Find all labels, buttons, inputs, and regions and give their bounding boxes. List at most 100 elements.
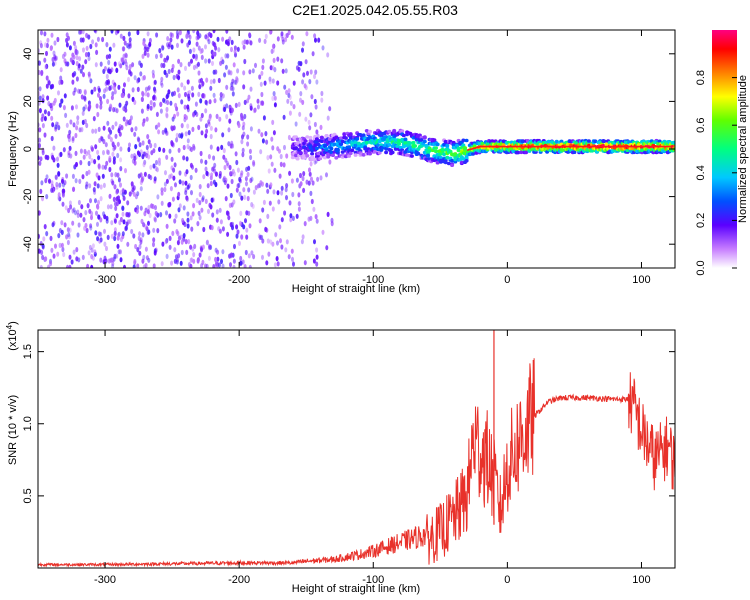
noise-cell	[179, 260, 183, 266]
noise-cell	[283, 144, 286, 151]
noise-cell	[251, 68, 255, 74]
noise-cell	[81, 174, 85, 180]
noise-cell	[45, 174, 49, 180]
noise-cell	[287, 134, 291, 141]
noise-cell	[56, 251, 60, 257]
noise-cell	[119, 182, 122, 188]
noise-cell	[307, 119, 311, 125]
noise-cell	[309, 112, 313, 118]
noise-cell	[147, 85, 151, 91]
noise-cell	[299, 61, 303, 67]
noise-cell	[303, 221, 307, 227]
noise-cell	[133, 160, 137, 166]
noise-cell	[207, 255, 211, 261]
colorbar-label: Normalized spectral amplitude	[737, 75, 749, 223]
noise-cell	[328, 106, 332, 112]
noise-cell	[91, 128, 95, 134]
ridge-cell	[393, 147, 398, 151]
noise-cell	[161, 241, 165, 247]
noise-cell	[314, 37, 317, 43]
noise-cell	[53, 54, 57, 60]
noise-cell	[186, 211, 190, 217]
noise-cell	[72, 186, 76, 192]
noise-cell	[153, 79, 157, 85]
noise-cell	[116, 243, 120, 249]
noise-cell	[147, 139, 151, 145]
noise-cell	[279, 238, 282, 244]
noise-cell	[257, 183, 260, 189]
noise-cell	[67, 152, 71, 159]
noise-cell	[187, 93, 190, 99]
noise-cell	[189, 215, 193, 221]
noise-cell	[292, 261, 295, 267]
noise-cell	[185, 249, 189, 255]
noise-cell	[111, 261, 115, 267]
noise-cell	[119, 166, 123, 172]
noise-cell	[136, 204, 140, 211]
noise-cell	[240, 112, 243, 118]
noise-cell	[304, 85, 308, 91]
noise-cell	[111, 180, 115, 186]
noise-cell	[110, 233, 114, 239]
noise-cell	[268, 200, 272, 206]
noise-cell	[165, 253, 169, 259]
noise-cell	[106, 120, 110, 126]
noise-cell	[46, 155, 50, 161]
noise-cell	[217, 77, 221, 84]
noise-cell	[240, 195, 244, 201]
ridge-cell	[419, 138, 424, 142]
noise-cell	[200, 263, 204, 268]
noise-cell	[127, 31, 131, 37]
colorbar-tick-label: 0.6	[695, 118, 707, 133]
noise-cell	[43, 224, 47, 230]
noise-cell	[312, 258, 316, 264]
noise-cell	[235, 187, 239, 193]
ridge-cell	[376, 143, 381, 147]
noise-cell	[301, 99, 305, 105]
snr-marks	[38, 330, 675, 568]
noise-cell	[171, 63, 175, 70]
noise-cell	[302, 187, 306, 193]
noise-cell	[47, 264, 51, 268]
noise-cell	[84, 59, 88, 65]
noise-cell	[326, 211, 330, 217]
noise-cell	[292, 80, 296, 86]
noise-cell	[260, 91, 264, 98]
noise-cell	[229, 170, 233, 176]
ridge-cell	[311, 157, 316, 161]
noise-cell	[88, 244, 92, 251]
noise-cell	[122, 195, 126, 201]
noise-cell	[192, 30, 196, 34]
noise-cell	[136, 263, 140, 268]
noise-cell	[139, 205, 143, 211]
noise-cell	[117, 61, 121, 67]
noise-cell	[282, 114, 286, 120]
noise-cell	[224, 157, 228, 163]
noise-cell	[319, 175, 323, 181]
noise-cell	[239, 172, 243, 178]
noise-cell	[192, 203, 196, 209]
noise-cell	[63, 180, 67, 186]
ridge-cell	[308, 135, 313, 140]
noise-cell	[90, 89, 94, 95]
noise-cell	[145, 116, 149, 122]
noise-cell	[234, 151, 238, 157]
noise-cell	[162, 147, 166, 153]
noise-cell	[71, 52, 75, 58]
noise-cell	[172, 74, 176, 81]
noise-cell	[165, 106, 169, 113]
noise-cell	[297, 201, 301, 207]
noise-cell	[55, 184, 59, 190]
noise-cell	[213, 162, 217, 168]
noise-cell	[82, 47, 85, 53]
noise-cell	[280, 31, 284, 37]
noise-cell	[113, 230, 117, 236]
noise-cell	[113, 61, 117, 67]
noise-cell	[62, 251, 66, 258]
noise-cell	[56, 36, 60, 43]
noise-cell	[221, 59, 225, 65]
noise-cell	[299, 181, 303, 187]
noise-cell	[177, 207, 181, 213]
noise-cell	[53, 97, 57, 104]
noise-cell	[99, 237, 103, 243]
